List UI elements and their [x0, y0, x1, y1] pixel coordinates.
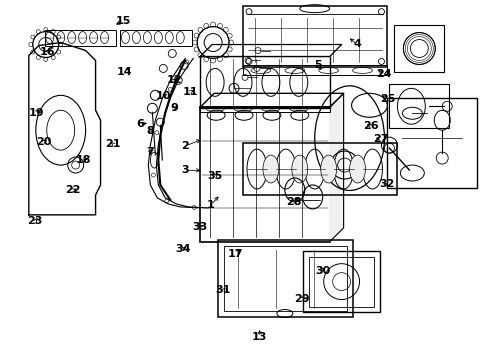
Polygon shape [29, 42, 100, 215]
Text: 23: 23 [27, 216, 43, 226]
Ellipse shape [321, 155, 337, 183]
Text: 8: 8 [146, 126, 154, 135]
Text: 25: 25 [380, 94, 396, 104]
Ellipse shape [349, 155, 366, 183]
Bar [200, 107, 330, 242]
Text: 10: 10 [156, 91, 171, 102]
Text: 33: 33 [192, 222, 207, 231]
Bar [218, 240, 353, 318]
Bar [309, 257, 374, 306]
Text: 13: 13 [252, 332, 268, 342]
Text: 14: 14 [117, 67, 132, 77]
Text: 2: 2 [182, 141, 189, 151]
Text: 15: 15 [115, 16, 131, 26]
Text: 34: 34 [175, 244, 191, 254]
Text: 20: 20 [36, 137, 51, 147]
Text: 9: 9 [171, 103, 178, 113]
Text: 22: 22 [66, 185, 81, 195]
Bar [45, 30, 117, 45]
Bar [390, 84, 449, 128]
Text: 1: 1 [207, 200, 215, 210]
Polygon shape [200, 93, 343, 107]
Text: 18: 18 [76, 155, 92, 165]
Text: 27: 27 [373, 134, 389, 144]
Text: 7: 7 [146, 147, 154, 157]
Text: 4: 4 [353, 40, 361, 49]
Polygon shape [200, 45, 342, 57]
Text: 31: 31 [215, 285, 231, 296]
Text: 6: 6 [136, 120, 144, 129]
Bar [243, 143, 397, 195]
Text: 17: 17 [227, 248, 243, 258]
Bar [388, 98, 477, 188]
Ellipse shape [263, 155, 279, 183]
Text: 28: 28 [286, 197, 301, 207]
Text: 29: 29 [294, 294, 310, 304]
Ellipse shape [292, 155, 308, 183]
Text: 19: 19 [28, 108, 44, 118]
Text: 26: 26 [363, 121, 378, 131]
Bar [121, 30, 192, 45]
Text: 30: 30 [316, 266, 331, 276]
Text: 12: 12 [167, 75, 182, 85]
Text: 16: 16 [40, 46, 55, 57]
Text: 32: 32 [379, 179, 394, 189]
Bar [200, 57, 330, 108]
Bar [243, 66, 388, 75]
Bar [303, 251, 380, 312]
Bar [243, 6, 388, 67]
Text: 35: 35 [207, 171, 222, 181]
Polygon shape [330, 93, 343, 242]
Text: 24: 24 [376, 69, 392, 79]
Bar [200, 106, 330, 112]
Text: 5: 5 [315, 60, 322, 70]
Text: 3: 3 [182, 165, 189, 175]
Bar [394, 24, 444, 72]
Bar [224, 246, 346, 311]
Text: 21: 21 [105, 139, 121, 149]
Text: 11: 11 [183, 87, 198, 97]
